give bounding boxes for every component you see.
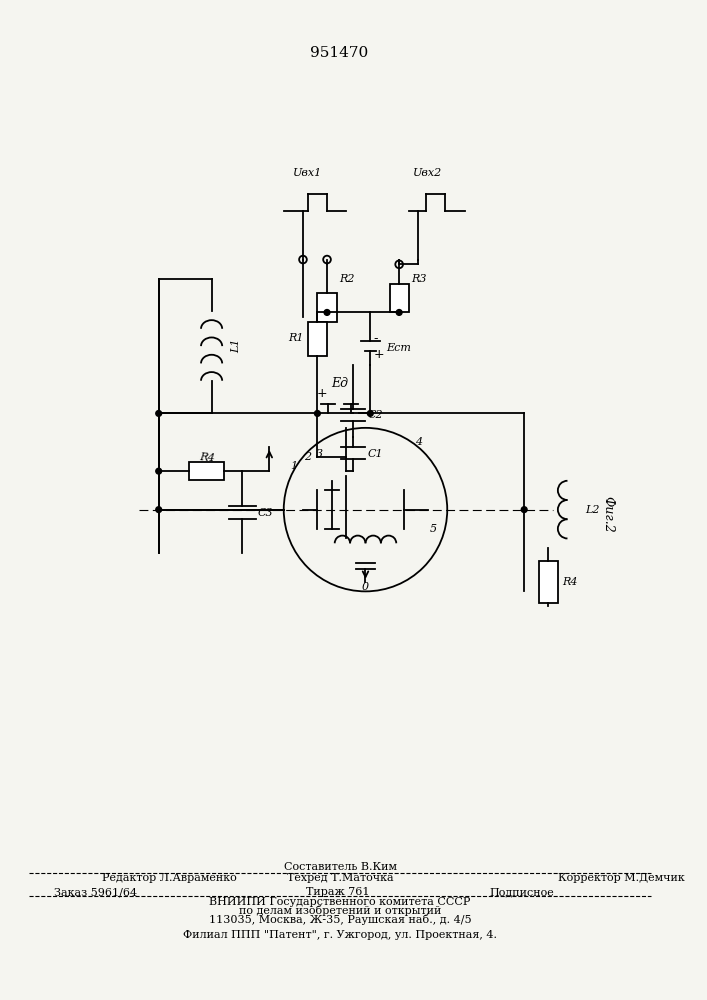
Text: 1: 1 [290, 461, 297, 471]
Text: R1: R1 [288, 333, 304, 343]
Text: Корректор М.Демчик: Корректор М.Демчик [558, 873, 684, 883]
Circle shape [156, 411, 162, 416]
Text: 0: 0 [362, 582, 369, 592]
Text: R2: R2 [339, 274, 355, 284]
Text: 951470: 951470 [310, 46, 368, 60]
Text: C3: C3 [258, 508, 274, 518]
Text: R4: R4 [199, 452, 215, 463]
Circle shape [521, 507, 527, 513]
Circle shape [396, 310, 402, 315]
Text: ВНИИПИ Государственного комитета СССР: ВНИИПИ Государственного комитета СССР [209, 897, 471, 907]
Text: +: + [373, 348, 384, 361]
Text: L1: L1 [231, 339, 241, 353]
Bar [189, 462, 224, 480]
Circle shape [368, 411, 373, 416]
Circle shape [156, 468, 162, 474]
Bar [317, 293, 337, 322]
Text: Eд: Eд [331, 377, 348, 390]
Circle shape [315, 411, 320, 416]
Text: 113035, Москва, Ж-35, Раушская наб., д. 4/5: 113035, Москва, Ж-35, Раушская наб., д. … [209, 914, 472, 925]
Text: Заказ 5961/64: Заказ 5961/64 [54, 887, 138, 897]
Text: Подписное: Подписное [490, 887, 554, 897]
Text: 4: 4 [415, 437, 422, 447]
Text: Uвх2: Uвх2 [414, 168, 443, 178]
Text: C2: C2 [368, 410, 383, 420]
Text: Редактор Л.Авраменко: Редактор Л.Авраменко [102, 873, 237, 883]
Bar [390, 284, 409, 312]
Bar [539, 561, 558, 603]
Text: +: + [317, 387, 327, 400]
Text: Филиал ППП "Патент", г. Ужгород, ул. Проектная, 4.: Филиал ППП "Патент", г. Ужгород, ул. Про… [183, 930, 497, 940]
Text: R3: R3 [411, 274, 427, 284]
Bar [308, 322, 327, 356]
Text: 3: 3 [316, 449, 323, 459]
Text: Техред Т.Маточка: Техред Т.Маточка [287, 873, 393, 883]
Text: Uвх1: Uвх1 [293, 168, 322, 178]
Text: 5: 5 [429, 524, 436, 534]
Text: L2: L2 [585, 505, 600, 515]
Text: 2: 2 [304, 452, 311, 462]
Text: Составитель В.Ким: Составитель В.Ким [284, 862, 397, 872]
Text: R4: R4 [561, 577, 577, 587]
Text: Eст: Eст [386, 343, 411, 353]
Circle shape [324, 310, 330, 315]
Circle shape [156, 507, 162, 513]
Text: Фиг.2: Фиг.2 [601, 496, 614, 533]
Text: Тираж 761: Тираж 761 [306, 887, 370, 897]
Text: C1: C1 [368, 449, 383, 459]
Text: по делам изобретений и открытий: по делам изобретений и открытий [239, 905, 441, 916]
Text: -: - [373, 332, 378, 345]
